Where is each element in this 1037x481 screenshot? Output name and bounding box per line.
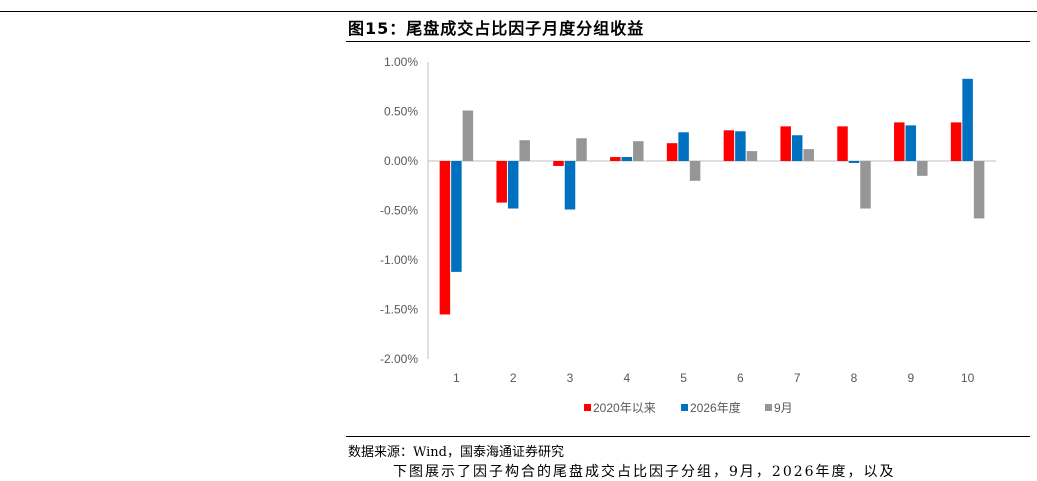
bar-1-5 [666, 143, 678, 161]
x-tick-label: 7 [794, 371, 801, 385]
bar-1-8 [837, 126, 848, 161]
bar-3-9 [917, 161, 928, 176]
top-rule [0, 11, 1037, 12]
bar-3-10 [973, 161, 985, 219]
bars [439, 78, 985, 315]
bar-1-2 [496, 161, 507, 203]
bar-2-5 [678, 132, 689, 161]
bar-1-7 [780, 126, 791, 161]
x-tick-label: 10 [961, 371, 975, 385]
bar-3-1 [462, 110, 474, 161]
legend-swatch [584, 404, 591, 411]
y-tick-label: 0.50% [384, 105, 418, 119]
bar-2-10 [962, 78, 973, 161]
title-rule [346, 41, 1030, 42]
x-tick-label: 2 [510, 371, 517, 385]
bottom-rule [346, 436, 1030, 437]
legend-label: 9月 [774, 401, 793, 415]
bar-2-1 [451, 161, 462, 272]
legend-swatch [765, 404, 772, 411]
y-tick-label: -2.00% [380, 352, 418, 366]
x-tick-label: 3 [567, 371, 574, 385]
bar-1-9 [894, 122, 905, 161]
y-tick-label: 0.00% [384, 154, 418, 168]
x-tick-label: 8 [851, 371, 858, 385]
bar-3-4 [633, 141, 644, 161]
bar-3-6 [746, 151, 758, 161]
y-axis-ticks: 1.00% 0.50% 0.00% -0.50% -1.00% -1.50% -2.00% [380, 55, 418, 366]
bar-2-4 [621, 157, 633, 161]
bar-2-6 [735, 131, 746, 161]
figure-title: 图15：尾盘成交占比因子月度分组收益 [348, 19, 645, 38]
y-tick-label: -1.00% [380, 253, 418, 267]
bar-1-3 [553, 161, 564, 166]
bar-1-4 [610, 157, 621, 161]
legend-label: 2026年度 [690, 400, 741, 415]
legend-label: 2020年以来 [593, 401, 656, 415]
x-tick-label: 9 [907, 371, 914, 385]
bar-1-1 [439, 161, 451, 315]
bar-1-10 [950, 122, 962, 161]
bar-3-2 [519, 140, 530, 161]
bar-2-8 [848, 161, 860, 163]
bar-2-2 [507, 161, 519, 209]
legend-swatch [681, 404, 688, 411]
bar-1-6 [723, 130, 735, 161]
bar-3-3 [576, 138, 587, 161]
x-tick-label: 6 [737, 371, 744, 385]
x-axis-ticks: 1 2 3 4 5 6 7 8 9 10 [453, 371, 975, 385]
bar-3-5 [689, 161, 701, 181]
body-text-cut: 下图展示了因子构合的尾盘成交占比因子分组，9月，2026年度，以及 [393, 464, 896, 480]
y-tick-label: 1.00% [384, 55, 418, 69]
x-tick-label: 5 [680, 371, 687, 385]
bar-2-9 [905, 125, 917, 161]
bar-2-3 [564, 161, 576, 210]
y-tick-label: -1.50% [380, 303, 418, 317]
bar-2-7 [791, 135, 803, 161]
source-note: 数据来源：Wind，国泰海通证券研究 [348, 445, 564, 460]
y-tick-label: -0.50% [380, 204, 418, 218]
x-tick-label: 1 [453, 371, 460, 385]
bar-3-7 [803, 149, 814, 161]
x-tick-label: 4 [623, 371, 630, 385]
bar-3-8 [860, 161, 871, 209]
legend: 2020年以来 2026年度 9月 [584, 400, 793, 415]
